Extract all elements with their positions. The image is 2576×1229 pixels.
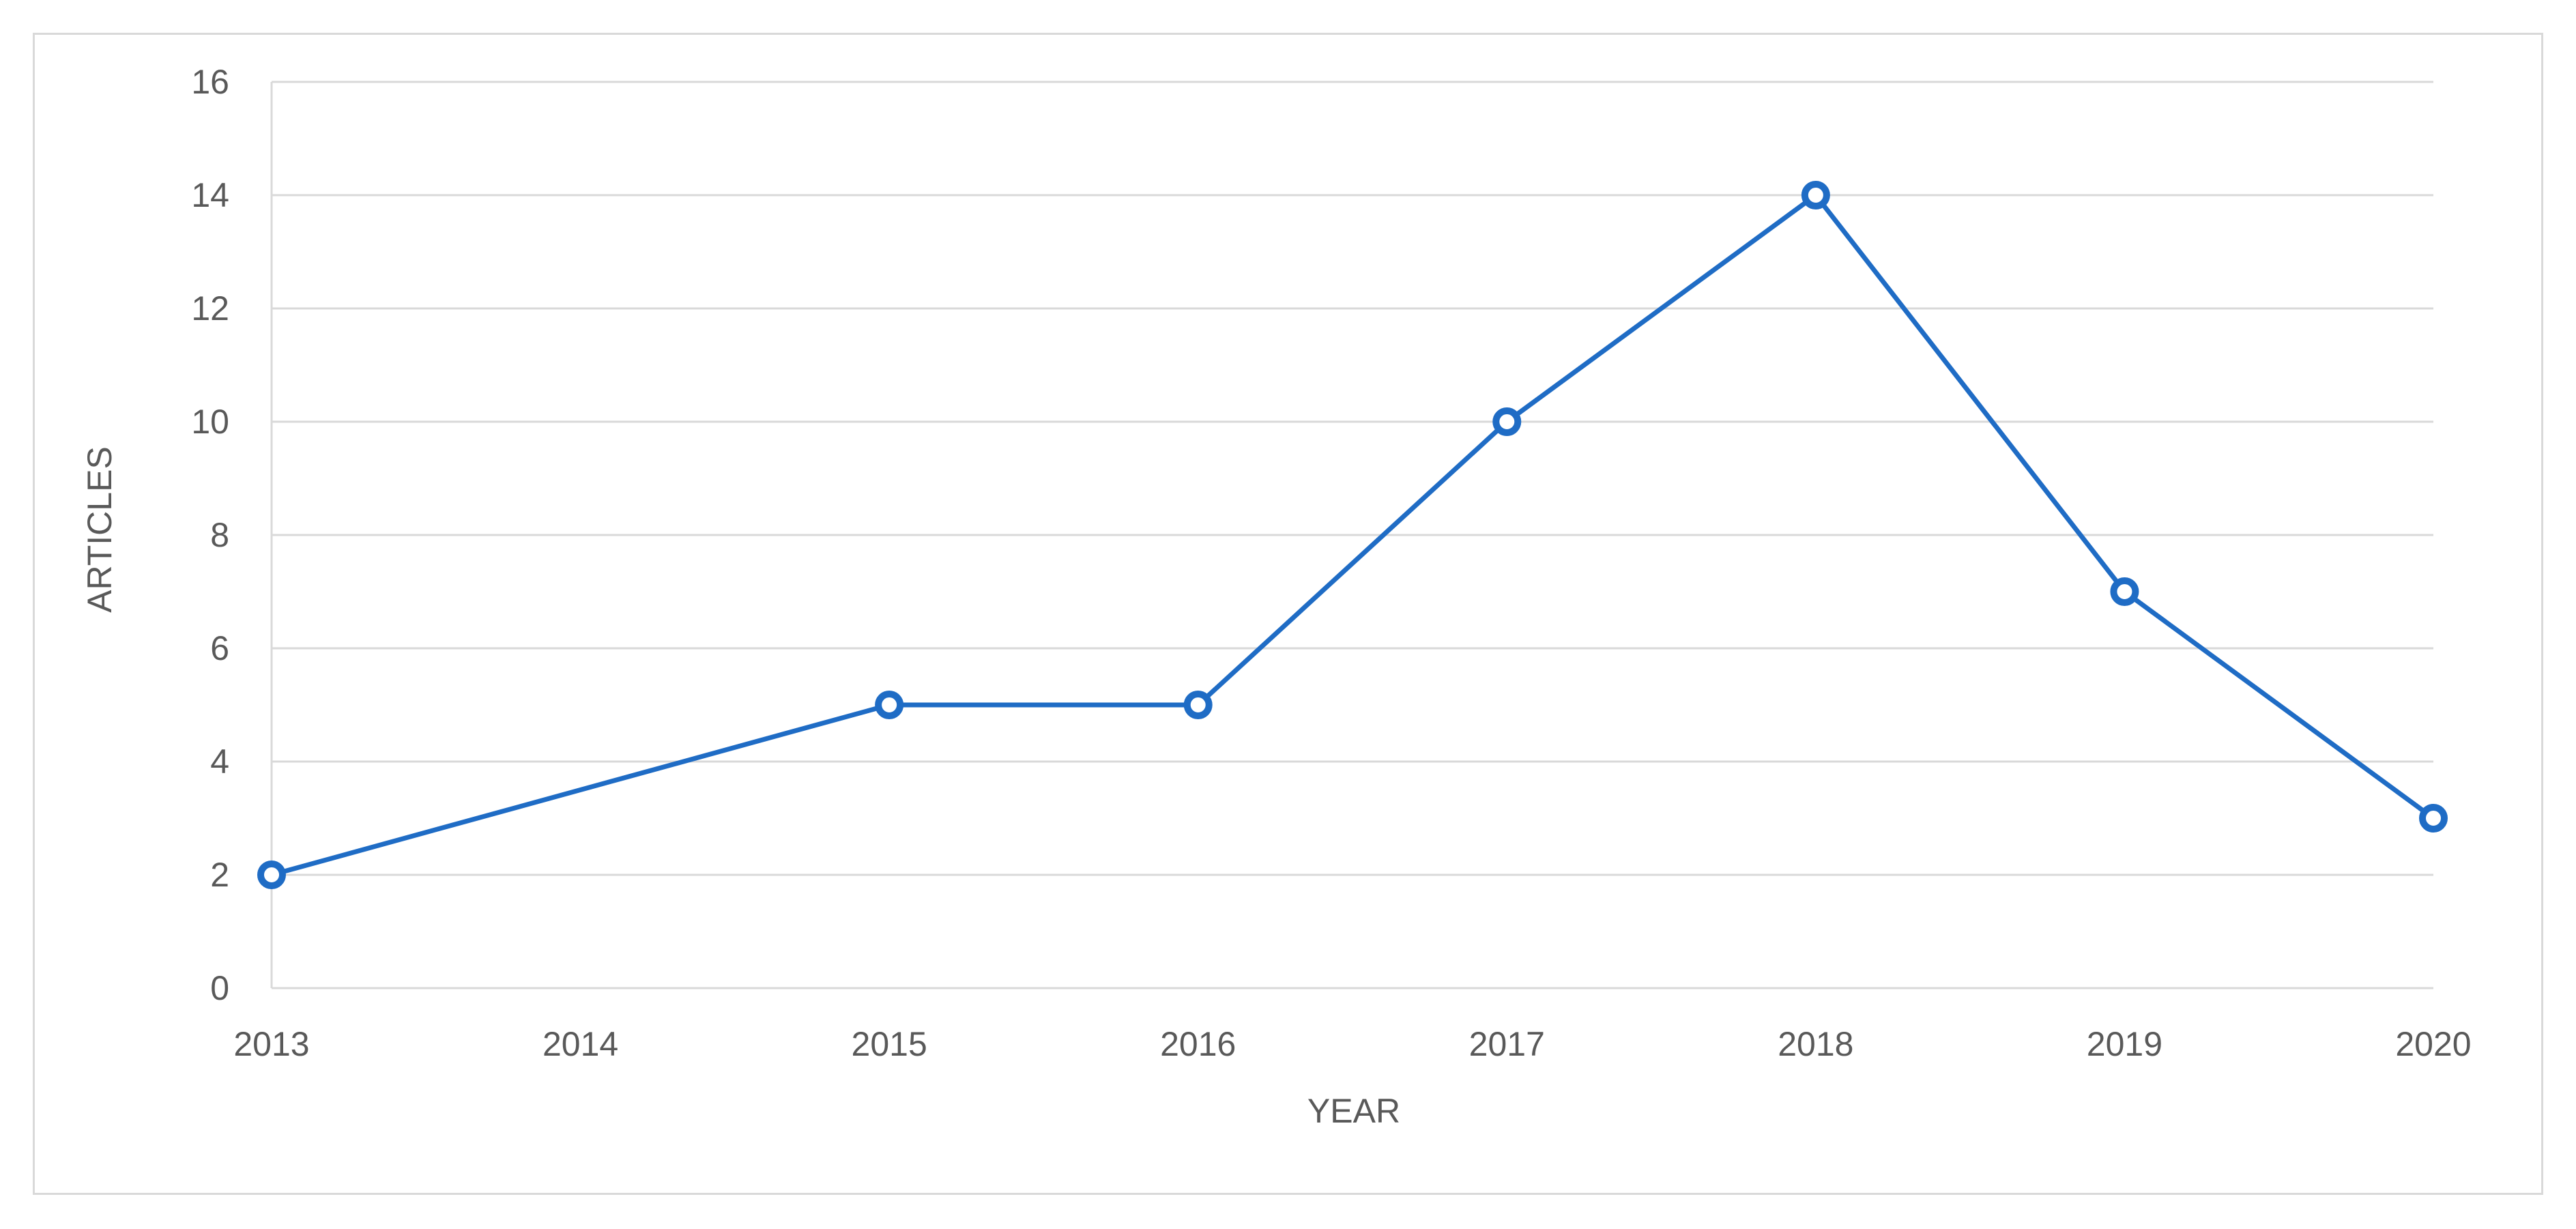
data-point-2020 (2419, 804, 2448, 833)
chart-frame (33, 33, 2543, 1195)
y-tick-label: 10 (191, 403, 229, 441)
data-point-2019 (2110, 577, 2139, 606)
data-point-2018 (1801, 181, 1830, 209)
y-tick-label: 16 (191, 63, 229, 101)
y-axis-ticks: 0 2 4 6 8 10 12 14 16 (191, 63, 229, 1007)
y-tick-label: 2 (210, 856, 229, 894)
data-point-2013 (257, 861, 286, 889)
x-tick-label: 2017 (1469, 1025, 1545, 1063)
y-tick-label: 0 (210, 969, 229, 1007)
data-point-2015 (875, 691, 904, 719)
x-axis-title: YEAR (1307, 1092, 1400, 1130)
y-tick-label: 14 (191, 176, 229, 214)
x-tick-label: 2018 (1778, 1025, 1853, 1063)
x-tick-label: 2014 (542, 1025, 618, 1063)
x-tick-label: 2020 (2395, 1025, 2471, 1063)
y-tick-label: 12 (191, 289, 229, 328)
data-point-2016 (1183, 691, 1213, 719)
x-tick-label: 2015 (852, 1025, 927, 1063)
y-tick-label: 4 (210, 742, 229, 781)
gridlines (270, 81, 2433, 989)
x-tick-label: 2013 (233, 1025, 309, 1063)
x-tick-label: 2016 (1160, 1025, 1236, 1063)
y-axis-title: ARTICLES (81, 446, 119, 613)
y-tick-label: 8 (210, 516, 229, 554)
series-group (257, 181, 2448, 889)
y-tick-label: 6 (210, 629, 229, 667)
x-tick-label: 2019 (2087, 1025, 2162, 1063)
x-axis-ticks: 2013 2014 2015 2016 2017 2018 2019 2020 (233, 1025, 2471, 1063)
data-point-2017 (1492, 407, 1522, 436)
